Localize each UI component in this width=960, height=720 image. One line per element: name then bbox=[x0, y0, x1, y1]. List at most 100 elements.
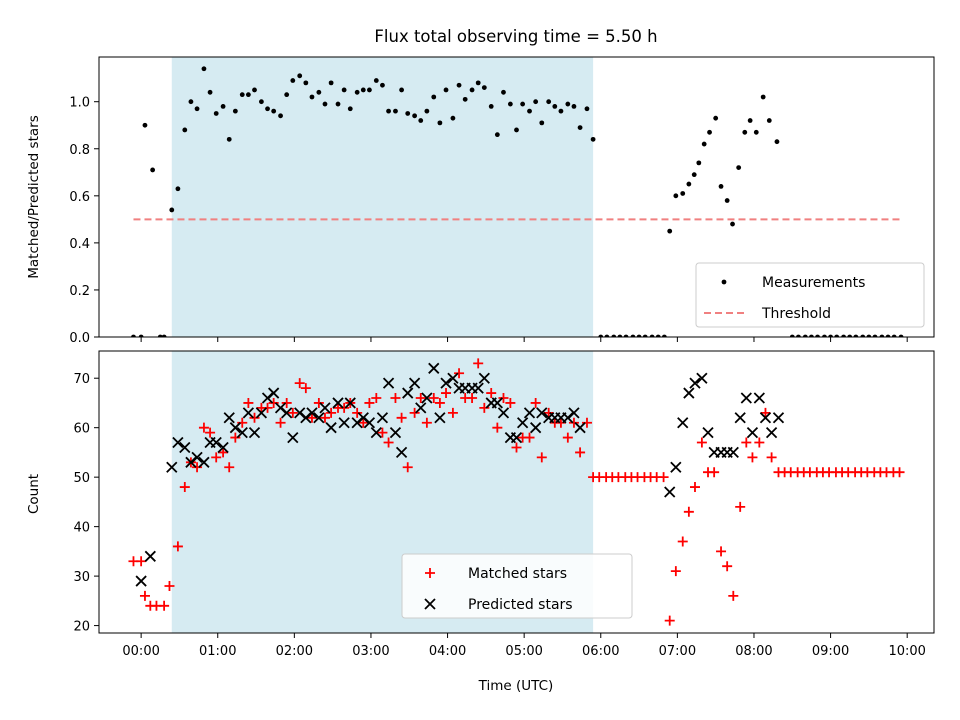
matched-star-point bbox=[275, 417, 286, 428]
predicted-star-point bbox=[210, 436, 222, 449]
matched-star-point bbox=[479, 402, 490, 413]
predicted-star-point bbox=[236, 426, 248, 439]
measurement-point bbox=[226, 136, 232, 142]
measurement-point bbox=[558, 108, 564, 114]
predicted-star-point bbox=[491, 397, 503, 409]
matched-star-point bbox=[136, 556, 147, 567]
measurement-point bbox=[718, 184, 724, 189]
measurement-point bbox=[405, 111, 411, 116]
x-tick-label: 03:00 bbox=[352, 644, 389, 659]
x-tick-label: 08:00 bbox=[735, 644, 772, 659]
y-tick-label: 30 bbox=[73, 570, 90, 585]
matched-star-point bbox=[709, 467, 720, 478]
measurement-point bbox=[649, 334, 655, 337]
series-measurements bbox=[131, 66, 904, 337]
matched-star-point bbox=[677, 536, 688, 547]
series-matched-stars bbox=[128, 358, 905, 626]
measurement-point bbox=[418, 118, 424, 123]
predicted-star-point bbox=[248, 426, 261, 439]
measurement-point bbox=[661, 334, 667, 337]
matched-star-point bbox=[262, 402, 273, 413]
measurement-point bbox=[552, 104, 558, 109]
measurement-point bbox=[636, 334, 642, 337]
measurement-point bbox=[667, 228, 673, 234]
matched-star-point bbox=[139, 590, 150, 601]
predicted-star-point bbox=[172, 436, 184, 449]
measurement-point bbox=[360, 87, 366, 93]
measurement-point bbox=[841, 334, 847, 337]
matched-star-point bbox=[473, 358, 484, 369]
axes-frame bbox=[98, 56, 935, 338]
predicted-star-point bbox=[363, 417, 376, 429]
predicted-star-point bbox=[478, 372, 490, 384]
matched-star-point bbox=[581, 417, 592, 428]
measurement-point bbox=[475, 80, 481, 86]
matched-star-point bbox=[268, 397, 279, 408]
measurement-point bbox=[412, 113, 418, 119]
measurement-point bbox=[265, 106, 270, 112]
measurement-point bbox=[335, 101, 341, 107]
matched-star-point bbox=[760, 407, 771, 418]
measurement-point bbox=[760, 94, 766, 100]
x-tick-label: 07:00 bbox=[659, 644, 696, 659]
measurement-point bbox=[527, 108, 532, 114]
measurement-point bbox=[138, 334, 144, 337]
bottom-y-axis-label: Count bbox=[26, 474, 42, 514]
predicted-star-point bbox=[753, 392, 765, 404]
legend-marker bbox=[721, 279, 727, 285]
predicted-star-point bbox=[229, 422, 241, 434]
measurement-point bbox=[213, 111, 219, 116]
measurement-point bbox=[354, 89, 360, 95]
matched-star-point bbox=[428, 393, 439, 403]
measurement-point bbox=[322, 101, 328, 107]
matched-star-point bbox=[218, 447, 229, 458]
matched-star-point bbox=[224, 462, 235, 473]
measurement-point bbox=[611, 334, 617, 337]
measurement-point bbox=[577, 125, 583, 130]
measurement-point bbox=[707, 129, 712, 135]
measurement-point bbox=[860, 334, 866, 337]
matched-star-point bbox=[352, 407, 363, 418]
matched-star-point bbox=[454, 368, 465, 379]
legend-marker bbox=[425, 568, 435, 578]
measurement-point bbox=[232, 108, 238, 114]
matched-star-point bbox=[575, 447, 586, 458]
measurement-point bbox=[380, 82, 385, 88]
measurement-point bbox=[546, 99, 552, 105]
predicted-star-point bbox=[689, 377, 701, 389]
matched-star-point bbox=[192, 462, 203, 473]
x-tick-label: 10:00 bbox=[888, 644, 925, 659]
measurement-point bbox=[239, 92, 245, 98]
measurement-point bbox=[373, 78, 379, 83]
measurement-point bbox=[847, 334, 853, 337]
predicted-star-point bbox=[144, 550, 156, 562]
predicted-star-point bbox=[223, 412, 235, 424]
matched-star-point bbox=[326, 407, 337, 418]
measurement-point bbox=[642, 334, 648, 337]
y-tick-label: 0.0 bbox=[69, 331, 90, 346]
matched-star-point bbox=[421, 417, 432, 428]
measurement-point bbox=[437, 120, 443, 126]
measurement-point bbox=[747, 118, 753, 123]
measurement-point bbox=[507, 101, 513, 107]
measurement-point bbox=[822, 334, 827, 337]
measurement-point bbox=[571, 104, 577, 109]
measurement-point bbox=[828, 334, 833, 337]
matched-star-point bbox=[467, 393, 478, 403]
predicted-star-point bbox=[497, 407, 510, 419]
legend-box bbox=[401, 553, 633, 619]
measurement-point bbox=[898, 334, 904, 337]
measurement-point bbox=[834, 334, 840, 337]
matched-star-point bbox=[689, 482, 700, 493]
legend-label: Matched stars bbox=[468, 566, 567, 582]
predicted-star-point bbox=[344, 397, 356, 409]
measurement-point bbox=[303, 80, 309, 86]
predicted-star-point bbox=[313, 412, 325, 424]
measurement-point bbox=[220, 104, 226, 109]
matched-star-point bbox=[409, 407, 420, 418]
matched-star-point bbox=[741, 437, 752, 448]
predicted-star-point bbox=[191, 451, 203, 464]
matched-star-point bbox=[249, 412, 260, 423]
x-tick-label: 05:00 bbox=[505, 644, 542, 659]
measurement-point bbox=[872, 334, 878, 337]
